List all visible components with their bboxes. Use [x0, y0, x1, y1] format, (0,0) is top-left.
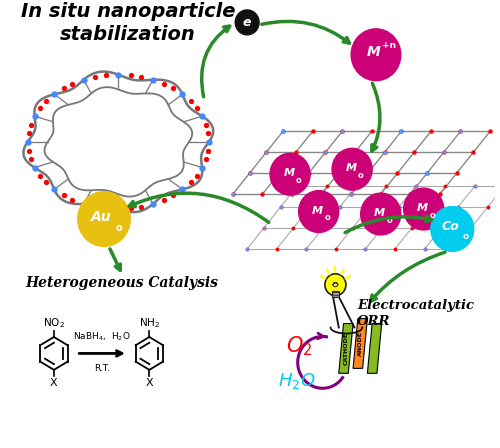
- Text: X: X: [146, 378, 153, 388]
- Circle shape: [235, 10, 259, 35]
- Text: $H_2O$: $H_2O$: [278, 371, 316, 391]
- FancyBboxPatch shape: [332, 291, 339, 297]
- Circle shape: [332, 148, 372, 190]
- Text: M: M: [417, 203, 428, 213]
- Circle shape: [270, 153, 310, 195]
- Text: ANODE: ANODE: [358, 331, 362, 356]
- Text: o: o: [430, 211, 435, 220]
- Polygon shape: [353, 319, 368, 368]
- Circle shape: [78, 192, 130, 246]
- Text: X: X: [50, 378, 58, 388]
- Text: o: o: [324, 213, 330, 222]
- Text: Electrocatalytic
ORR: Electrocatalytic ORR: [357, 299, 474, 327]
- Text: +n: +n: [382, 41, 396, 50]
- Polygon shape: [339, 323, 353, 373]
- Text: NaBH$_4$,  H$_2$O: NaBH$_4$, H$_2$O: [73, 331, 131, 344]
- Text: Au: Au: [92, 210, 112, 224]
- Text: o: o: [116, 223, 122, 233]
- Text: o: o: [358, 171, 364, 180]
- Text: o: o: [386, 215, 392, 224]
- Circle shape: [360, 193, 401, 235]
- Text: In situ nanoparticle
stabilization: In situ nanoparticle stabilization: [20, 3, 235, 44]
- Text: $O_2$: $O_2$: [286, 334, 313, 358]
- Text: M: M: [366, 45, 380, 59]
- Circle shape: [431, 207, 474, 251]
- Text: e: e: [243, 16, 252, 29]
- Circle shape: [351, 29, 401, 81]
- Text: R.T.: R.T.: [94, 364, 110, 373]
- Text: o: o: [462, 232, 468, 241]
- Text: M: M: [312, 206, 324, 215]
- Circle shape: [298, 191, 339, 233]
- Circle shape: [404, 188, 444, 230]
- Text: CATHODE: CATHODE: [344, 332, 348, 365]
- Text: NH$_2$: NH$_2$: [139, 316, 160, 330]
- Polygon shape: [368, 323, 382, 373]
- Text: o: o: [296, 176, 302, 185]
- Text: M: M: [374, 208, 386, 218]
- Text: M: M: [284, 168, 294, 178]
- Text: M: M: [346, 163, 356, 173]
- Circle shape: [325, 274, 346, 296]
- Text: Co: Co: [441, 220, 459, 233]
- Text: NO$_2$: NO$_2$: [43, 316, 65, 330]
- Text: Heterogeneous Catalysis: Heterogeneous Catalysis: [26, 276, 218, 290]
